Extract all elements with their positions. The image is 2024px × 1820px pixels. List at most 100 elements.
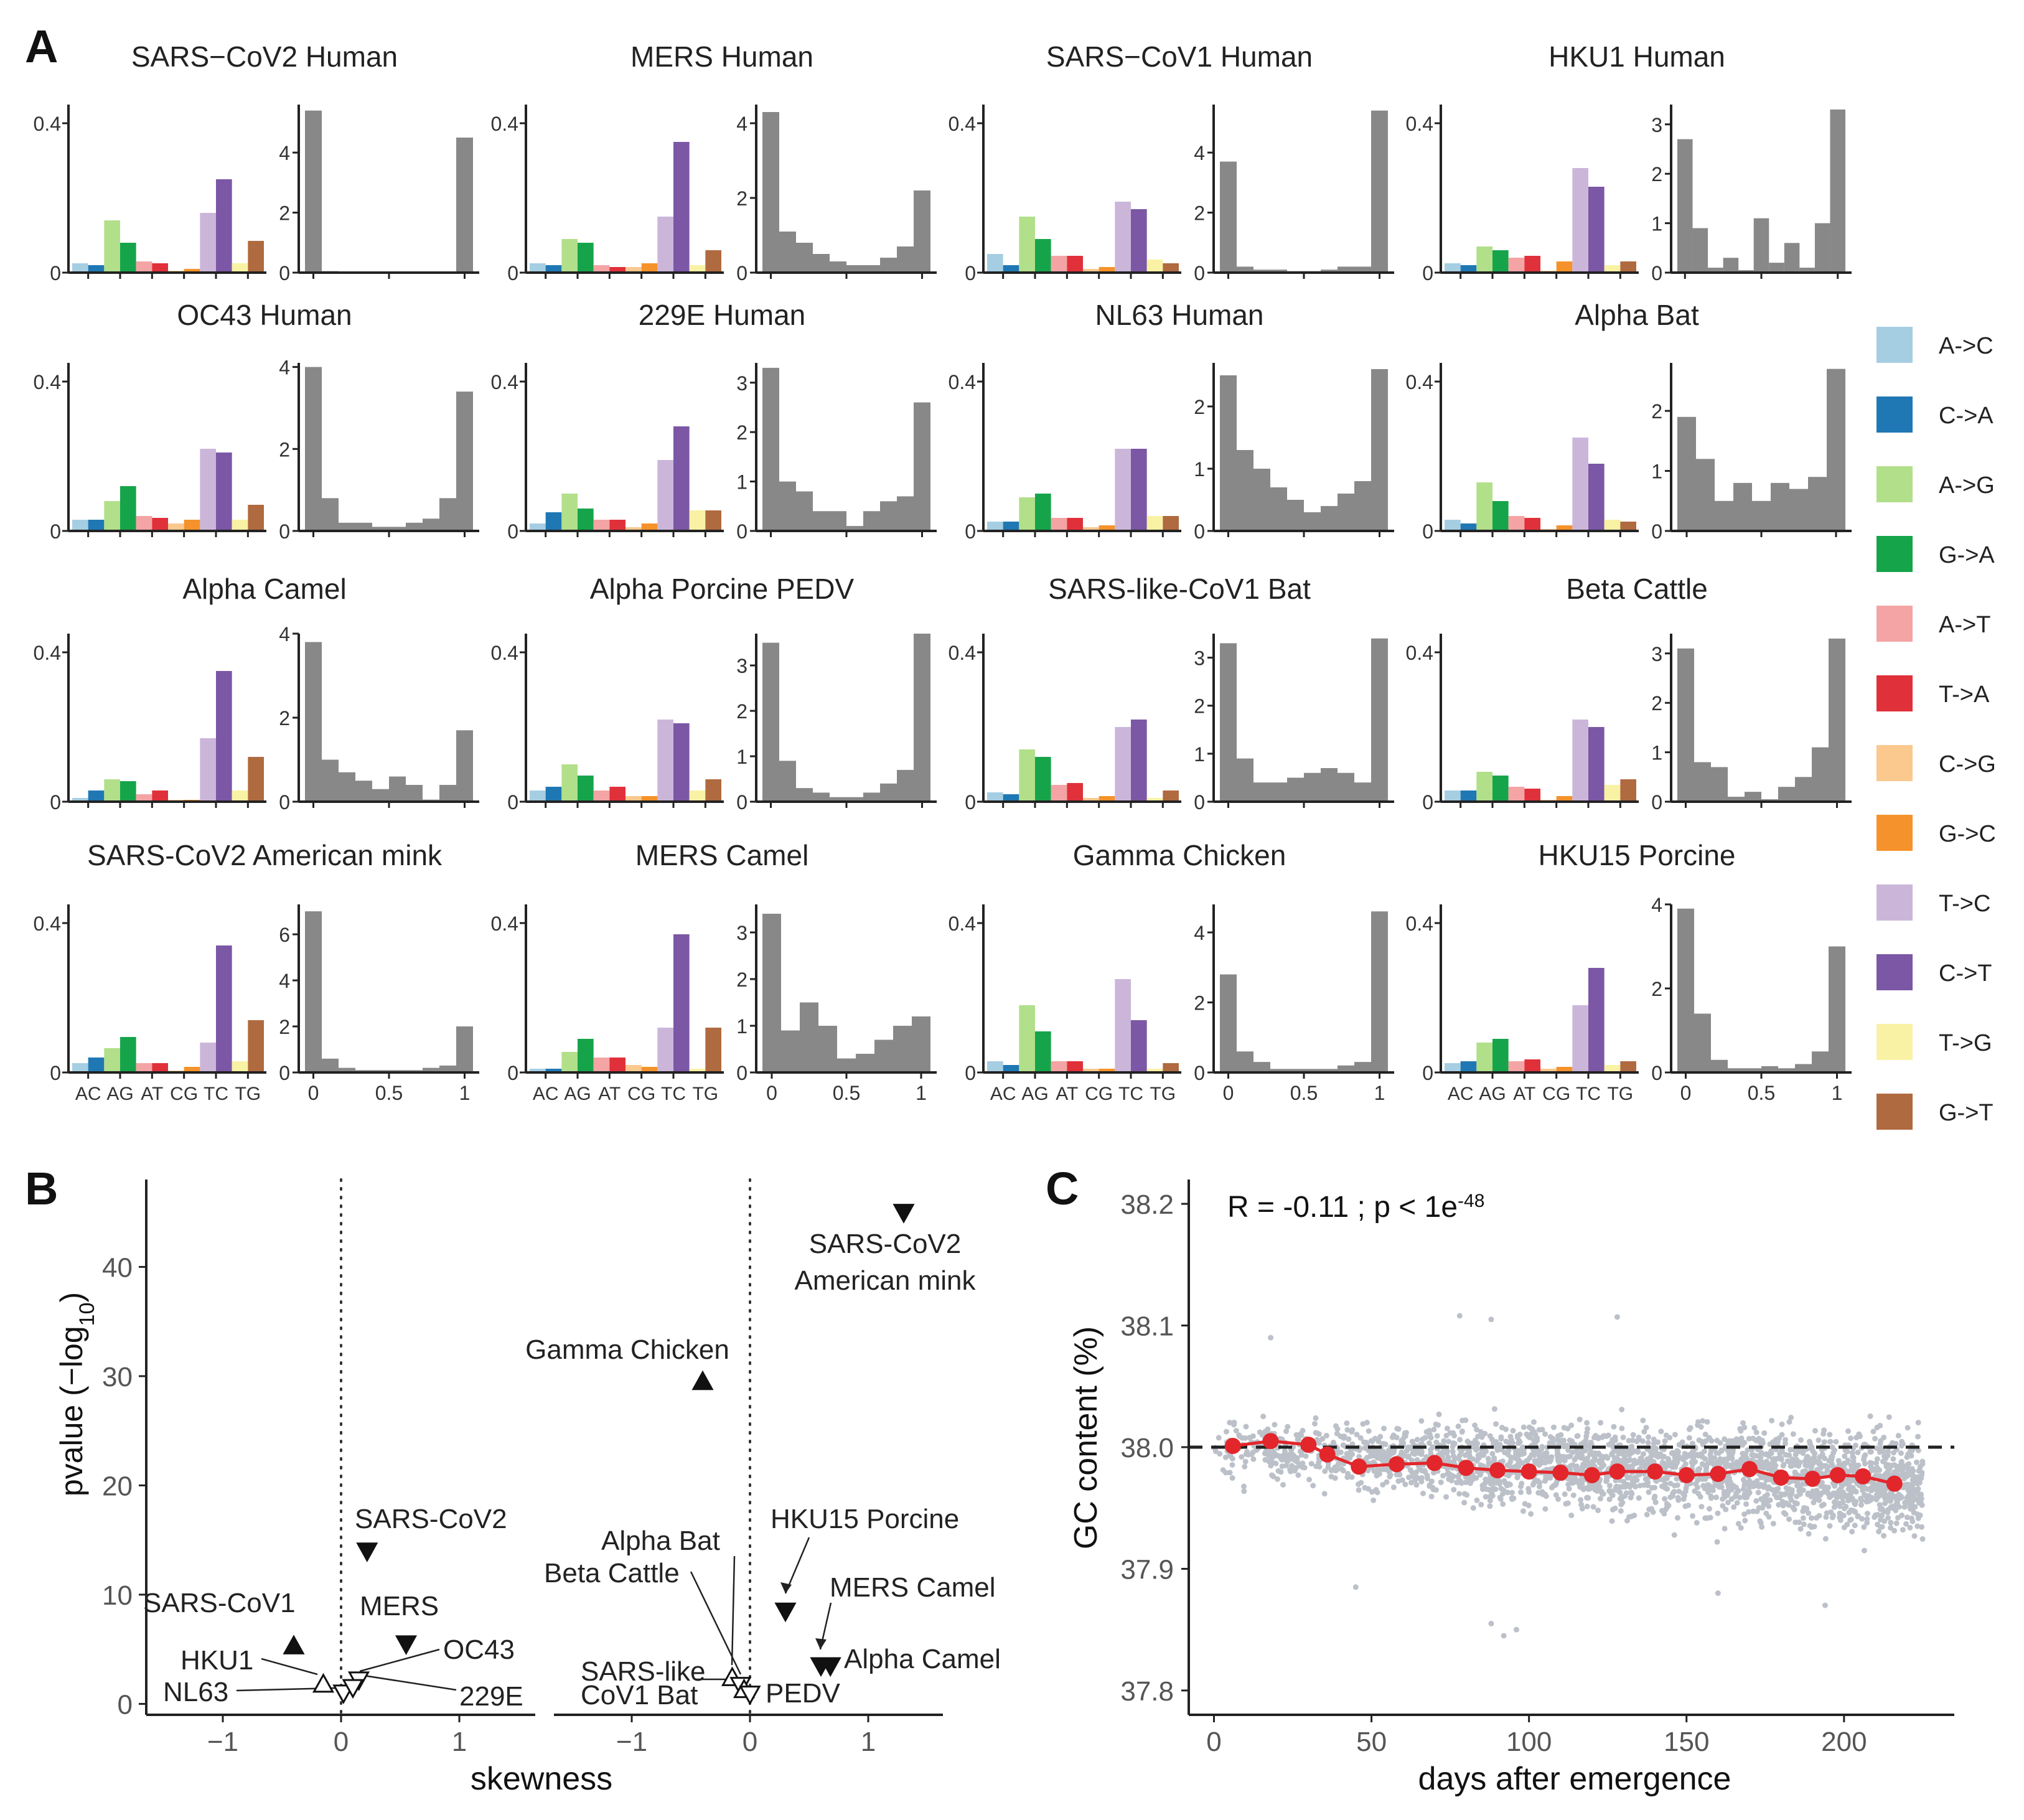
hist-bar	[863, 792, 880, 802]
mutation-bar-A->T	[1051, 1061, 1067, 1072]
cloud-point	[1578, 1466, 1585, 1473]
cloud-point	[1726, 1452, 1733, 1458]
cloud-point	[1885, 1448, 1891, 1455]
cloud-point	[1227, 1453, 1233, 1459]
hist-bar	[779, 232, 796, 273]
legend-swatch-C->T	[1876, 954, 1913, 990]
hist-bar	[813, 254, 830, 273]
legend-swatch-T->C	[1876, 884, 1913, 921]
cloud-point	[1811, 1454, 1817, 1460]
cloud-point	[1385, 1447, 1392, 1453]
cloud-point	[1664, 1501, 1670, 1507]
cloud-point	[1722, 1526, 1728, 1532]
mutation-bar-C->G	[625, 527, 642, 531]
cloud-point	[1222, 1470, 1229, 1476]
cloud-point	[1539, 1443, 1545, 1450]
cloud-point	[1550, 1435, 1556, 1442]
cloud-point	[1229, 1461, 1235, 1468]
bar-x-tick-label: AG	[564, 1084, 591, 1104]
mutation-bar-T->A	[1524, 789, 1540, 802]
cloud-point	[1474, 1427, 1480, 1433]
cloud-point	[1870, 1428, 1876, 1435]
c-trend-point	[1583, 1466, 1600, 1483]
subpanel-alpha-bat: Alpha Bat 0 0.4 0 1 2	[1406, 299, 1852, 543]
cloud-point	[1643, 1425, 1649, 1431]
cloud-point	[1374, 1455, 1380, 1461]
mutation-bar-A->G	[1476, 482, 1492, 531]
cloud-point	[1321, 1491, 1328, 1497]
cloud-point	[1334, 1426, 1341, 1432]
bar-y-tick-label: 0	[965, 791, 976, 814]
cloud-point	[1370, 1459, 1377, 1465]
mutation-bar-C->T	[1588, 464, 1605, 531]
cloud-point	[1332, 1465, 1338, 1471]
hist-bar	[813, 511, 830, 531]
cloud-point	[1582, 1448, 1588, 1454]
cloud-point	[1782, 1491, 1788, 1498]
mutation-bar-C->G	[1540, 1069, 1557, 1072]
cloud-point	[1778, 1455, 1784, 1461]
leader-hku15	[784, 1537, 810, 1594]
cloud-point	[1806, 1531, 1812, 1537]
hist-bar	[339, 772, 355, 802]
cloud-outlier-point	[1614, 1314, 1620, 1320]
bar-y-tick-label: 0.4	[949, 371, 976, 393]
cloud-point	[1671, 1458, 1677, 1465]
cloud-point	[1829, 1461, 1835, 1467]
mutation-bar-G->T	[1620, 779, 1636, 802]
cloud-point	[1763, 1477, 1769, 1483]
mutation-bar-A->C	[530, 790, 546, 802]
hist-y-tick-label: 1	[736, 471, 747, 494]
hist-bar	[1812, 747, 1829, 802]
hist-bar	[1304, 772, 1321, 802]
hist-y-tick-label: 1	[1651, 461, 1662, 483]
cloud-point	[1402, 1481, 1408, 1488]
mutation-bar-T->A	[1067, 783, 1083, 802]
cloud-point	[1740, 1420, 1746, 1426]
mutation-bar-A->G	[1019, 1005, 1035, 1072]
c-trend-line	[1232, 1439, 1895, 1486]
mutation-bar-T->A	[152, 1063, 168, 1072]
cloud-point	[1579, 1506, 1585, 1512]
mutation-bar-A->G	[561, 239, 578, 273]
cloud-point	[1369, 1489, 1375, 1495]
cloud-point	[1735, 1521, 1741, 1527]
panel-b-skewness-scatter: pvalue (−log10) skewness SARS-CoV2 SARS-…	[54, 1178, 1001, 1797]
cloud-point	[1705, 1489, 1712, 1495]
cloud-point	[1436, 1411, 1442, 1417]
cloud-point	[1876, 1502, 1883, 1508]
cloud-point	[1788, 1414, 1794, 1420]
cloud-point	[1822, 1536, 1829, 1542]
cloud-point	[1349, 1428, 1355, 1435]
cloud-point	[1811, 1524, 1817, 1530]
cloud-point	[1753, 1498, 1759, 1504]
cloud-point	[1640, 1417, 1646, 1424]
cloud-point	[1550, 1424, 1557, 1430]
cloud-point	[1840, 1499, 1846, 1506]
cloud-point	[1278, 1456, 1284, 1462]
cloud-point	[1478, 1462, 1484, 1468]
hist-y-tick-label: 2	[736, 969, 747, 991]
mutation-bar-G->T	[248, 241, 264, 273]
cloud-point	[1606, 1488, 1613, 1494]
cloud-point	[1895, 1468, 1901, 1474]
cloud-point	[1766, 1453, 1772, 1460]
hist-bar	[830, 511, 846, 531]
cloud-point	[1674, 1482, 1680, 1488]
mutation-bar-T->G	[1604, 1065, 1621, 1072]
bar-x-tick-label: TG	[1607, 1084, 1633, 1104]
hist-x-tick-label: 1	[916, 1082, 927, 1104]
cloud-point	[1250, 1433, 1256, 1439]
cloud-point	[1720, 1503, 1726, 1509]
cloud-point	[1590, 1504, 1596, 1510]
legend-label-A->C: A->C	[1939, 333, 1994, 359]
hist-bar	[897, 769, 914, 802]
cloud-point	[1814, 1493, 1820, 1499]
marker-hku1	[312, 1672, 335, 1693]
hist-bar	[800, 1002, 818, 1072]
mutation-bar-C->T	[216, 671, 232, 802]
cloud-point	[1451, 1440, 1458, 1447]
hist-bar	[1677, 416, 1696, 531]
hist-bar	[880, 501, 897, 531]
cloud-point	[1572, 1479, 1578, 1485]
